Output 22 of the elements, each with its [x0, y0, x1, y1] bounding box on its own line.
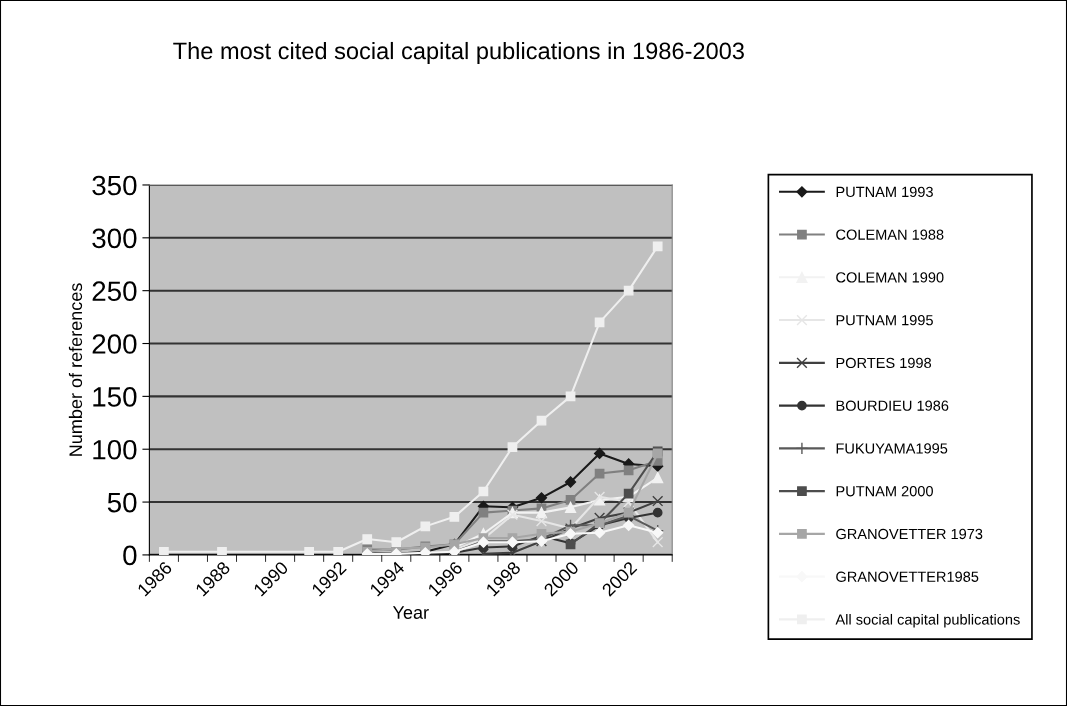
legend-label: PUTNAM 2000: [836, 486, 933, 497]
legend-label: COLEMAN 1988: [836, 229, 944, 240]
legend-label: GRANOVETTER 1973: [836, 528, 983, 540]
legend-label: FUKUYAMA1995: [836, 443, 948, 454]
legend-label: COLEMAN 1990: [836, 272, 944, 283]
legend-label: All social capital publications: [835, 613, 1020, 628]
y-tick-label: 0: [123, 545, 137, 566]
y-tick-label: 250: [92, 281, 137, 302]
y-tick-label: 150: [93, 387, 137, 407]
y-tick-label: 300: [92, 228, 137, 249]
y-tick-label: 200: [92, 334, 137, 354]
y-tick-label: 100: [93, 439, 137, 460]
legend-label: PUTNAM 1993: [836, 186, 933, 198]
legend-label: BOURDIEU 1986: [836, 400, 949, 411]
legend-label: GRANOVETTER1985: [836, 571, 979, 582]
y-axis-title: Number of references: [68, 283, 83, 456]
chart-title: The most cited social capital publications in 1986-2003: [173, 41, 744, 64]
y-tick-label: 50: [107, 492, 137, 513]
y-tick-label: 350: [92, 175, 137, 196]
x-axis-title: Year: [392, 606, 429, 619]
legend-label: PORTES 1998: [836, 357, 932, 369]
legend-label: PUTNAM 1995: [836, 315, 933, 326]
